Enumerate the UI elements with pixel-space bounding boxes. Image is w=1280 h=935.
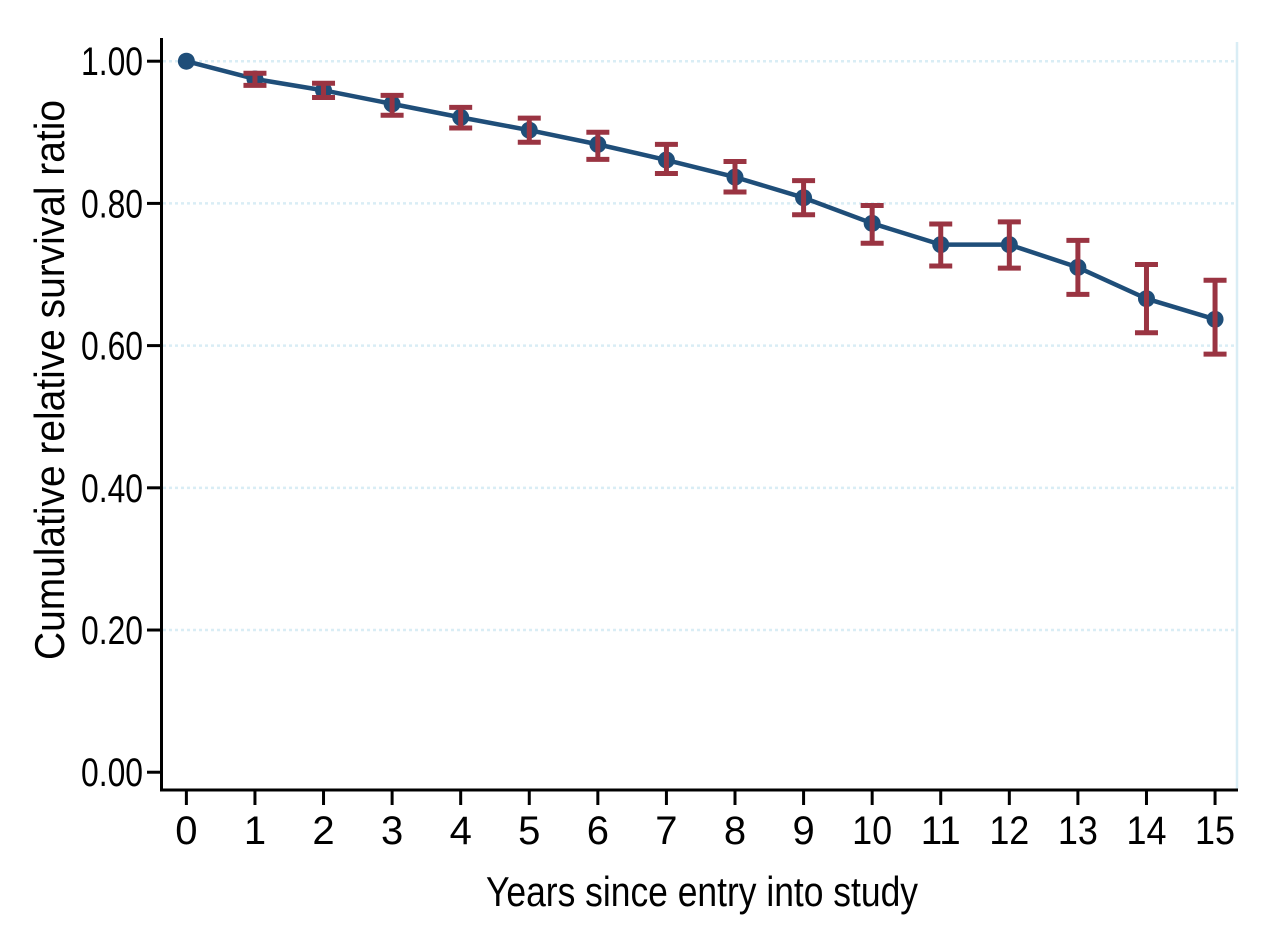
x-tick-label: 9 — [792, 809, 814, 853]
x-tick-label: 11 — [921, 809, 961, 853]
gridlines-layer — [163, 42, 1239, 789]
x-tick-label: 8 — [724, 809, 746, 853]
x-tick-label: 2 — [312, 809, 334, 853]
series-layer — [177, 52, 1227, 357]
y-axis-title: Cumulative relative survival ratio — [26, 100, 73, 660]
y-tick-label: 1.00 — [81, 40, 143, 84]
y-tick-label: 0.00 — [81, 751, 143, 795]
y-tick-label: 0.80 — [81, 182, 143, 226]
x-tick-label: 13 — [1058, 809, 1098, 853]
axes-layer — [147, 38, 1238, 805]
x-axis-title: Years since entry into study — [486, 868, 918, 915]
y-tick-label: 0.20 — [81, 609, 143, 653]
x-tick-label: 5 — [518, 809, 540, 853]
x-tick-label: 4 — [450, 809, 472, 853]
x-tick-label: 10 — [852, 809, 892, 853]
x-tick-label: 6 — [587, 809, 609, 853]
x-tick-label: 7 — [655, 809, 677, 853]
x-tick-label: 12 — [989, 809, 1029, 853]
data-point-marker — [177, 52, 195, 70]
tick-labels-layer: 0.000.200.400.600.801.000 1 2 3 4 5 6 7 8 9 10 11 12… — [81, 40, 1235, 853]
x-tick-label: 3 — [381, 809, 403, 853]
x-tick-label: 1 — [244, 809, 266, 853]
x-tick-label: 14 — [1126, 809, 1166, 853]
y-tick-label: 0.40 — [81, 467, 143, 511]
survival-line — [184, 58, 1218, 322]
x-tick-label: 15 — [1195, 809, 1235, 853]
y-tick-label: 0.60 — [81, 325, 143, 369]
x-tick-label: 0 — [175, 809, 197, 853]
